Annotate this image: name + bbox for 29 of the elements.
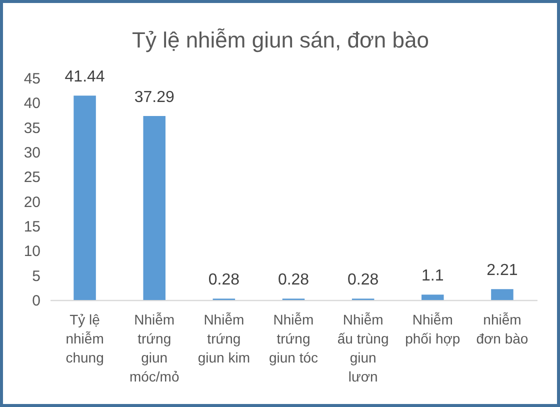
y-tick-label: 20	[24, 194, 40, 211]
data-label: 0.28	[348, 272, 379, 289]
x-tick-label: nhiễm đơn bào	[476, 312, 528, 346]
bar	[491, 289, 514, 300]
y-tick-label: 35	[24, 120, 40, 137]
data-label: 0.28	[278, 272, 310, 289]
data-label: 2.21	[486, 262, 518, 280]
x-tick-label: Tỷ lệ nhiễm chung	[66, 312, 104, 366]
y-tick-label: 15	[24, 218, 40, 236]
bar	[74, 96, 96, 300]
y-tick-label: 5	[32, 268, 40, 285]
bar	[143, 116, 166, 300]
y-tick-label: 30	[24, 144, 40, 162]
y-tick-label: 0	[32, 292, 40, 310]
data-label: 0.28	[208, 272, 240, 289]
x-tick-label: Nhiễm trứng giun móc/mỏ	[129, 312, 180, 384]
chart-title: Tỷ lệ nhiễm giun sán, đơn bào	[132, 28, 429, 53]
data-label: 41.44	[64, 68, 105, 86]
y-tick-label: 25	[24, 169, 40, 186]
y-tick-label: 40	[24, 95, 40, 112]
bar	[422, 294, 444, 300]
y-tick-label: 10	[24, 243, 40, 260]
x-tick-label: Nhiễm phối hợp	[405, 312, 460, 346]
x-tick-label: Nhiễm trứng giun tóc	[268, 312, 318, 366]
y-tick-label: 45	[24, 70, 40, 88]
data-label: 1.1	[422, 268, 444, 285]
x-tick-label: Nhiễm ấu trùng giun lươn	[337, 312, 389, 384]
x-tick-label: Nhiễm trứng giun kim	[198, 312, 250, 366]
data-label: 37.29	[134, 89, 174, 106]
